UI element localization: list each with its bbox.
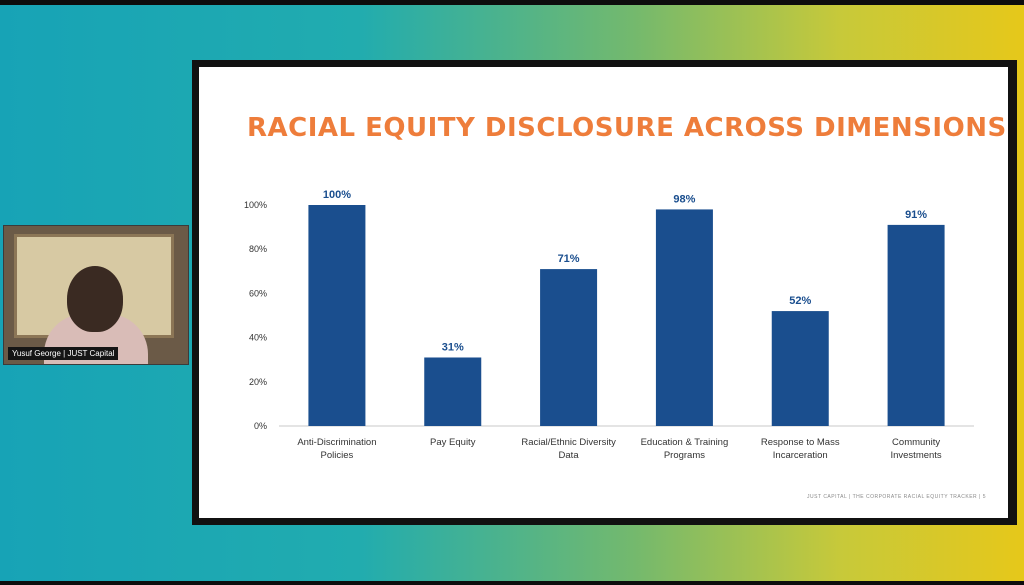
y-tick-label: 80%	[249, 244, 267, 254]
x-tick-label: Incarceration	[773, 450, 828, 461]
slide: RACIAL EQUITY DISCLOSURE ACROSS DIMENSIO…	[199, 67, 1008, 518]
y-tick-label: 0%	[254, 421, 267, 431]
data-label: 31%	[442, 341, 464, 353]
data-label: 98%	[673, 193, 695, 205]
speaker-video-tile[interactable]: Yusuf George | JUST Capital	[3, 225, 189, 365]
top-black-bar	[0, 0, 1024, 5]
x-tick-label: Anti-Discrimination	[297, 437, 376, 448]
bar	[308, 205, 366, 426]
slide-footer: JUST CAPITAL | THE CORPORATE RACIAL EQUI…	[807, 494, 986, 500]
x-tick-label: Response to Mass	[761, 437, 840, 448]
data-label: 100%	[323, 189, 351, 201]
data-label: 91%	[905, 209, 927, 221]
x-tick-label: Data	[559, 450, 580, 461]
bar-chart: 0% 20% 40% 60% 80% 100% 100% Anti-Discriminatio…	[244, 189, 974, 461]
data-label: 71%	[558, 253, 580, 265]
y-tick-label: 20%	[249, 377, 267, 387]
x-tick-label: Programs	[664, 450, 705, 461]
bar	[887, 224, 945, 426]
presentation-frame: RACIAL EQUITY DISCLOSURE ACROSS DIMENSIO…	[192, 60, 1017, 525]
data-label: 52%	[789, 295, 811, 307]
x-tick-label: Pay Equity	[430, 437, 476, 448]
x-tick-label: Investments	[890, 450, 941, 461]
speaker-head	[67, 266, 123, 332]
x-tick-label: Community	[892, 437, 940, 448]
speaker-name-tag: Yusuf George | JUST Capital	[8, 347, 119, 360]
x-tick-label: Policies	[321, 450, 354, 461]
bar	[771, 311, 829, 426]
bottom-black-bar	[0, 581, 1024, 585]
x-tick-label: Racial/Ethnic Diversity	[521, 437, 616, 448]
bar	[424, 357, 482, 426]
y-tick-label: 60%	[249, 288, 267, 298]
y-tick-label: 40%	[249, 333, 267, 343]
x-tick-label: Education & Training	[641, 437, 729, 448]
y-tick-label: 100%	[244, 200, 267, 210]
bar	[655, 209, 713, 426]
chart-title: RACIAL EQUITY DISCLOSURE ACROSS DIMENSIO…	[247, 113, 1007, 143]
bar	[540, 269, 598, 426]
